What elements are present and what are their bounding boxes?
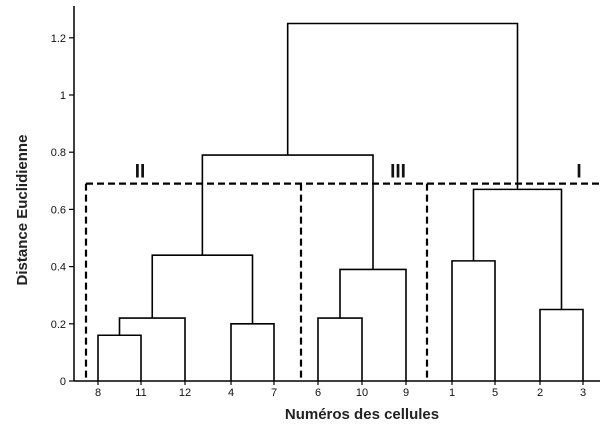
dendrogram-link	[339, 268, 407, 381]
y-tick-label: 0.6	[51, 204, 66, 216]
leaf-label: 9	[403, 387, 409, 399]
dendrogram-link	[472, 188, 563, 310]
cluster-label: II	[135, 162, 146, 183]
leaf-label: 4	[228, 387, 234, 399]
leaf-label: 6	[315, 387, 321, 399]
dendrogram-link	[317, 317, 363, 381]
dendrogram-link	[97, 334, 142, 381]
dendrogram-links	[97, 22, 584, 381]
dendrogram-link	[201, 154, 374, 270]
leaf-label: 8	[95, 387, 101, 399]
leaf-label: 5	[492, 387, 498, 399]
dendrogram-link	[451, 260, 496, 381]
cluster-label: III	[390, 162, 406, 183]
dendrogram-link	[151, 254, 254, 324]
cluster-labels: II III I	[135, 162, 582, 183]
y-ticks: 0 0.2 0.4 0.6 0.8 1 1.2	[51, 33, 74, 388]
dendrogram-link	[539, 308, 584, 381]
dendrogram-link	[230, 323, 275, 381]
cluster-cut-lines	[84, 182, 600, 381]
y-axis-title: Distance Euclidienne	[14, 135, 31, 286]
y-tick-label: 0	[60, 376, 66, 388]
leaf-label: 10	[356, 387, 368, 399]
cluster-label: I	[576, 162, 581, 183]
leaf-label: 7	[271, 387, 277, 399]
leaf-label: 1	[449, 387, 455, 399]
y-tick-label: 1.2	[51, 33, 66, 45]
y-tick-label: 0.4	[51, 262, 66, 274]
y-tick-label: 0.2	[51, 319, 66, 331]
dendrogram-link	[286, 22, 519, 190]
leaf-label: 3	[580, 387, 586, 399]
leaf-label: 12	[179, 387, 191, 399]
leaf-label: 2	[537, 387, 543, 399]
dendrogram-link	[118, 317, 186, 381]
leaf-labels: 8 11 12 4 7 6 10 9 1 5 2 3	[95, 381, 586, 399]
x-axis-title: Numéros des cellules	[285, 406, 439, 423]
y-tick-label: 0.8	[51, 147, 66, 159]
y-tick-label: 1	[60, 90, 66, 102]
leaf-label: 11	[135, 387, 146, 399]
